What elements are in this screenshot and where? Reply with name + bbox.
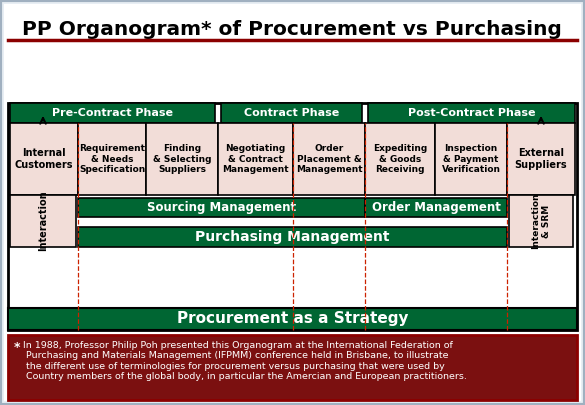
Text: Pre-Contract Phase: Pre-Contract Phase	[52, 108, 173, 118]
Text: Post-Contract Phase: Post-Contract Phase	[408, 108, 535, 118]
Bar	[10, 195, 76, 247]
Bar	[221, 103, 362, 123]
Text: Expediting
& Goods
Receiving: Expediting & Goods Receiving	[373, 144, 427, 174]
Text: External
Suppliers: External Suppliers	[515, 148, 567, 170]
Bar	[435, 123, 507, 195]
Bar	[8, 308, 577, 330]
Text: Interaction: Interaction	[38, 191, 48, 252]
Bar	[8, 335, 577, 400]
Text: Internal
Customers: Internal Customers	[15, 148, 73, 170]
Text: Negotiating
& Contract
Management: Negotiating & Contract Management	[222, 144, 289, 174]
Bar	[78, 198, 365, 217]
Bar	[368, 103, 575, 123]
Bar	[509, 195, 573, 247]
Text: Sourcing Management: Sourcing Management	[147, 201, 296, 214]
Bar	[78, 123, 146, 195]
Bar	[218, 123, 293, 195]
Text: In 1988, Professor Philip Poh presented this Organogram at the International Fed: In 1988, Professor Philip Poh presented …	[20, 341, 467, 381]
Bar	[10, 123, 78, 195]
Text: Purchasing Management: Purchasing Management	[195, 230, 390, 244]
Bar	[365, 198, 507, 217]
Text: Finding
& Selecting
Suppliers: Finding & Selecting Suppliers	[153, 144, 211, 174]
Bar	[78, 227, 507, 247]
Text: Order
Placement &
Management: Order Placement & Management	[295, 144, 362, 174]
Text: PP Organogram* of Procurement vs Purchasing: PP Organogram* of Procurement vs Purchas…	[22, 20, 562, 39]
Bar	[10, 103, 215, 123]
Text: Inspection
& Payment
Verification: Inspection & Payment Verification	[442, 144, 501, 174]
Text: *: *	[14, 341, 20, 354]
Bar	[146, 123, 218, 195]
Bar	[8, 103, 577, 330]
Text: Procurement as a Strategy: Procurement as a Strategy	[177, 311, 408, 326]
Text: Interaction
& SRM: Interaction & SRM	[531, 193, 550, 249]
Text: Contract Phase: Contract Phase	[244, 108, 339, 118]
Bar	[293, 123, 365, 195]
Bar	[365, 123, 435, 195]
Bar	[507, 123, 575, 195]
Text: Order Management: Order Management	[371, 201, 500, 214]
Text: Requirement
& Needs
Specification: Requirement & Needs Specification	[79, 144, 145, 174]
